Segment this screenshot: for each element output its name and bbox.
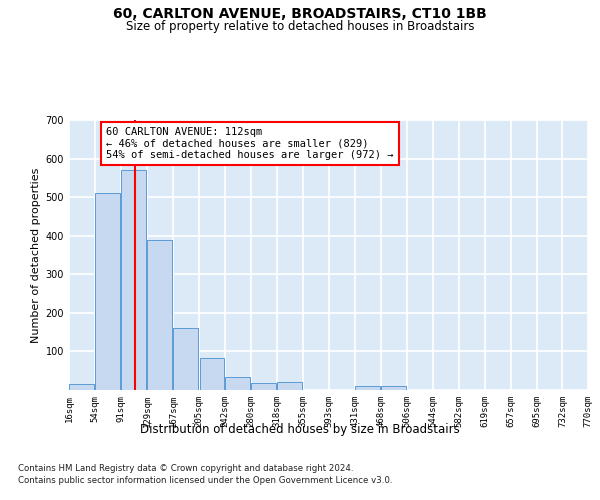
Text: 60 CARLTON AVENUE: 112sqm
← 46% of detached houses are smaller (829)
54% of semi: 60 CARLTON AVENUE: 112sqm ← 46% of detac…	[106, 127, 394, 160]
Text: Contains HM Land Registry data © Crown copyright and database right 2024.: Contains HM Land Registry data © Crown c…	[18, 464, 353, 473]
Bar	[121, 170, 146, 390]
Bar	[355, 386, 380, 390]
Bar	[147, 240, 172, 390]
Bar	[277, 382, 302, 390]
Bar	[95, 194, 121, 390]
Text: Distribution of detached houses by size in Broadstairs: Distribution of detached houses by size …	[140, 422, 460, 436]
Text: 60, CARLTON AVENUE, BROADSTAIRS, CT10 1BB: 60, CARLTON AVENUE, BROADSTAIRS, CT10 1B…	[113, 8, 487, 22]
Y-axis label: Number of detached properties: Number of detached properties	[31, 168, 41, 342]
Bar	[200, 358, 224, 390]
Text: Contains public sector information licensed under the Open Government Licence v3: Contains public sector information licen…	[18, 476, 392, 485]
Bar	[251, 383, 276, 390]
Bar	[225, 378, 250, 390]
Bar	[69, 384, 94, 390]
Bar	[173, 328, 199, 390]
Text: Size of property relative to detached houses in Broadstairs: Size of property relative to detached ho…	[126, 20, 474, 33]
Bar	[381, 386, 406, 390]
